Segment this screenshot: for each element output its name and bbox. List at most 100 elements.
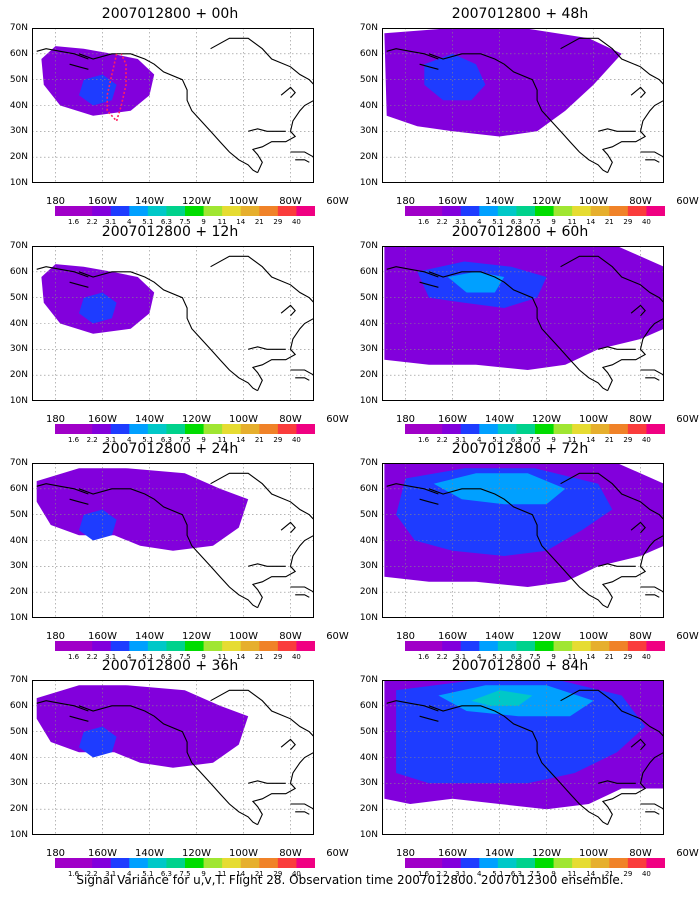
colorbar-swatch (147, 858, 167, 868)
lat-tick-label: 70N (359, 241, 378, 251)
coastline (640, 586, 664, 593)
map-panel: 2007012800 + 12h 70N 60N 50N 40N 30N 20N 10N 180… (0, 224, 349, 444)
colorbar-label: 11 (217, 218, 227, 226)
coastline (640, 369, 664, 376)
coastline (248, 128, 286, 132)
coastline (419, 498, 439, 505)
colorbar-swatch (553, 424, 573, 434)
lat-tick-label: 40N (9, 100, 28, 111)
colorbar-label: 6.3 (510, 218, 522, 226)
map-panel: 2007012800 + 48h 70N 60N 50N 40N 30N 20N 10N 180… (350, 6, 699, 226)
colorbar-label: 3.1 (105, 436, 117, 444)
lon-tick-label: 120W (182, 631, 211, 642)
lon-tick-label: 80W (629, 848, 652, 859)
coastline (280, 86, 296, 99)
colorbar-swatch (535, 424, 555, 434)
lon-tick-label: 120W (532, 631, 561, 642)
lat-tick-label: 60N (359, 266, 378, 277)
colorbar-swatch (92, 424, 112, 434)
panel-title: 2007012800 + 36h (101, 658, 239, 674)
colorbar-swatch (646, 206, 665, 216)
colorbar-swatch (405, 206, 425, 216)
coastline (645, 811, 660, 815)
coastline (630, 738, 646, 751)
colorbar-label: 3.1 (455, 653, 467, 661)
coastline (295, 594, 310, 598)
colorbar-swatch (627, 424, 647, 434)
lat-tick-label: 50N (9, 74, 28, 85)
coastline (598, 563, 636, 567)
figure-caption: Signal Variance for u,v,T. Flight 28. Ob… (76, 873, 624, 887)
panel-title: 2007012800 + 72h (451, 441, 589, 457)
colorbar-swatch (516, 641, 536, 651)
coastline (419, 715, 439, 722)
coastline (428, 705, 608, 826)
colorbar-label: 2.2 (436, 436, 448, 444)
lat-tick-label: 70N (359, 458, 378, 468)
colorbar-label: 14 (586, 653, 596, 661)
lon-tick-label: 180 (395, 631, 416, 642)
colorbar-label: 14 (236, 436, 246, 444)
colorbar-label: 2.2 (86, 218, 98, 226)
colorbar-swatch (296, 641, 315, 651)
lat-tick-label: 30N (359, 561, 378, 572)
coastline (630, 304, 646, 317)
colorbar-swatch (497, 858, 517, 868)
colorbar-label: 4 (127, 653, 132, 661)
colorbar-label: 1.6 (67, 870, 80, 878)
lon-tick-label: 120W (182, 848, 211, 859)
variance-map (32, 28, 314, 183)
colorbar-label: 4 (477, 870, 482, 878)
coastline (630, 86, 646, 99)
colorbar-label: 1.6 (417, 218, 430, 226)
lat-tick-label: 70N (9, 675, 28, 685)
lat-tick-label: 40N (359, 535, 378, 546)
colorbar-label: 7.5 (179, 436, 191, 444)
variance-map (32, 463, 314, 618)
colorbar-label: 5.1 (142, 653, 154, 661)
lat-tick-label: 70N (9, 23, 28, 33)
lon-tick-label: 100W (229, 196, 258, 207)
variance-map (382, 246, 664, 401)
colorbar-label: 4 (127, 870, 132, 878)
coastline (290, 586, 314, 593)
colorbar-label: 2.2 (436, 653, 448, 661)
colorbar-swatch (553, 206, 573, 216)
colorbar-label: 3.1 (105, 870, 117, 878)
map-panel: 2007012800 + 72h 70N 60N 50N 40N 30N 20N 10N 180… (350, 441, 699, 661)
variance-map (382, 28, 664, 183)
colorbar-label: 7.5 (529, 436, 541, 444)
colorbar-swatch (277, 206, 297, 216)
colorbar-swatch (609, 858, 629, 868)
colorbar-label: 21 (604, 436, 614, 444)
colorbar-label: 5.1 (142, 218, 154, 226)
lat-tick-label: 60N (9, 48, 28, 59)
lon-tick-label: 60W (676, 414, 699, 425)
coastline (78, 705, 258, 826)
colorbar-label: 3.1 (455, 870, 467, 878)
lon-tick-label: 80W (629, 631, 652, 642)
colorbar-label: 6.3 (160, 218, 172, 226)
variance-region-mid (79, 509, 117, 541)
colorbar-swatch (572, 858, 592, 868)
colorbar-swatch (110, 858, 130, 868)
lon-tick-label: 160W (438, 196, 467, 207)
lon-tick-label: 160W (438, 414, 467, 425)
lon-tick-label: 140W (135, 631, 164, 642)
coastline (386, 266, 439, 278)
colorbar-swatch (442, 858, 462, 868)
colorbar-label: 1.6 (67, 436, 80, 444)
coastline (210, 472, 314, 521)
colorbar-label: 5.1 (492, 436, 504, 444)
lon-tick-label: 180 (395, 414, 416, 425)
lon-tick-label: 60W (326, 414, 349, 425)
lon-tick-label: 140W (135, 414, 164, 425)
colorbar-swatch (240, 424, 260, 434)
colorbar-label: 4 (477, 218, 482, 226)
colorbar-label: 7.5 (179, 870, 191, 878)
colorbar-label: 7.5 (529, 870, 541, 878)
lat-tick-label: 10N (359, 613, 378, 623)
coastline (428, 271, 608, 392)
coastline (386, 48, 439, 60)
lon-tick-label: 160W (88, 414, 117, 425)
